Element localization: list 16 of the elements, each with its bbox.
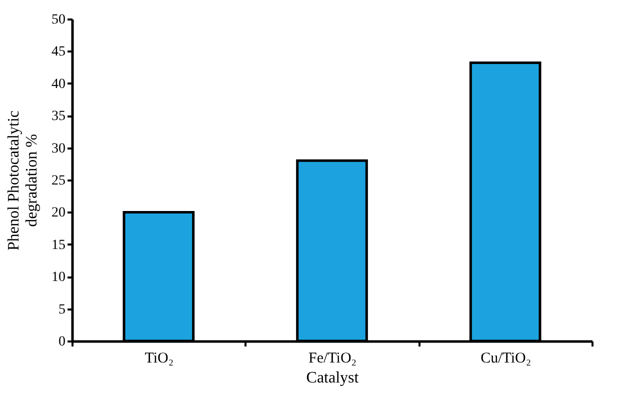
x-tick-label: Cu/TiO₂ bbox=[480, 350, 532, 366]
y-tick-label: 15 bbox=[52, 238, 66, 253]
y-tick-label: 25 bbox=[52, 174, 66, 188]
y-axis-title: Phenol Photocatalytic degradation % bbox=[6, 110, 40, 250]
y-tick-label: 20 bbox=[52, 206, 66, 221]
y-tick-label: 40 bbox=[52, 76, 66, 92]
y-tick-label: 45 bbox=[52, 44, 66, 60]
x-tick-label: Fe/TiO₂ bbox=[308, 350, 357, 366]
y-tick-label: 0 bbox=[58, 334, 66, 350]
y-tick-label: 50 bbox=[52, 12, 66, 28]
x-axis-title: Catalyst bbox=[306, 370, 360, 386]
y-tick-label: 35 bbox=[52, 109, 66, 124]
x-tick-label: TiO₂ bbox=[144, 350, 174, 366]
y-tick-label: 5 bbox=[58, 302, 66, 318]
y-tick-label: 10 bbox=[52, 270, 66, 286]
y-tick-label: 30 bbox=[52, 141, 66, 156]
